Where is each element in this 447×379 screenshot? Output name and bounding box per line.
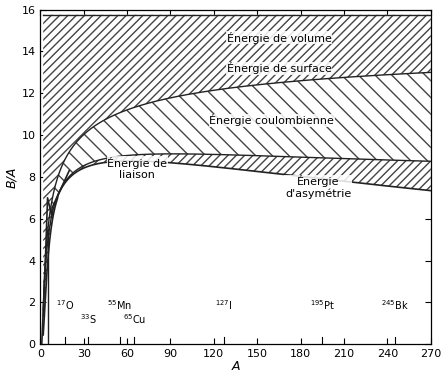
Text: $^{55}$Mn: $^{55}$Mn — [107, 298, 132, 312]
Text: Énergie
d'asymétrie: Énergie d'asymétrie — [285, 175, 351, 199]
Text: $^{245}$Bk: $^{245}$Bk — [381, 298, 409, 312]
Text: $^{127}$I: $^{127}$I — [215, 298, 233, 312]
X-axis label: A: A — [231, 360, 240, 373]
Text: Énergie de surface: Énergie de surface — [227, 62, 331, 74]
Text: $^{195}$Pt: $^{195}$Pt — [310, 298, 335, 312]
Y-axis label: B/A: B/A — [5, 166, 19, 188]
Text: $^{17}$O: $^{17}$O — [56, 298, 74, 312]
Text: $^{33}$S: $^{33}$S — [80, 313, 97, 326]
Text: $^{65}$Cu: $^{65}$Cu — [122, 313, 146, 326]
Text: Énergie coulombienne: Énergie coulombienne — [209, 114, 334, 127]
Text: Énergie de
liaison: Énergie de liaison — [107, 157, 167, 180]
Text: Énergie de volume: Énergie de volume — [227, 32, 331, 44]
